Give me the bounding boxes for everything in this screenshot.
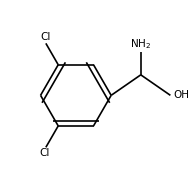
Text: Cl: Cl [41,32,51,42]
Text: OH: OH [173,90,189,100]
Text: Cl: Cl [40,149,50,158]
Text: NH$_2$: NH$_2$ [130,37,151,51]
